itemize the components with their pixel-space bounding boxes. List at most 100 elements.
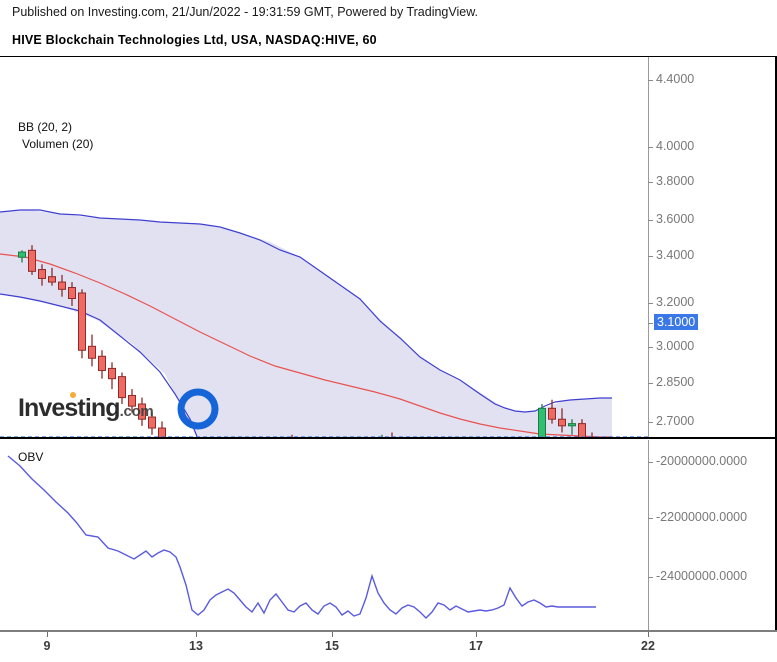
watermark-brand: Investing <box>18 394 121 422</box>
tick-mark <box>648 576 653 578</box>
price-tick-label: 3.4000 <box>656 248 695 262</box>
price-tick-label: 3.0000 <box>656 339 695 353</box>
x-tick-label: 15 <box>325 639 339 653</box>
x-tick-label: 9 <box>43 639 51 653</box>
x-axis[interactable]: 9 13 15 17 22 <box>0 632 777 662</box>
price-tick-label: 2.8500 <box>656 375 695 389</box>
candle <box>558 408 566 433</box>
tick-mark <box>648 255 653 257</box>
panel-divider <box>0 437 777 439</box>
price-chart-svg <box>0 209 648 438</box>
candle <box>568 419 576 435</box>
obv-tick-label: -20000000.0000 <box>656 454 748 468</box>
blue-circle-annotation <box>177 388 219 430</box>
candle <box>48 267 56 286</box>
candle <box>128 389 136 413</box>
tick-mark <box>47 632 48 637</box>
candle <box>118 372 126 405</box>
candle <box>38 264 46 286</box>
price-tick-3.1000: 3.1000 <box>648 314 777 330</box>
candle <box>88 334 96 367</box>
candle <box>108 362 116 390</box>
price-tick-label: 2.7000 <box>656 414 695 428</box>
tick-mark <box>648 421 653 423</box>
obv-tick-1: -22000000.0000 <box>648 510 777 524</box>
price-tick-label: 3.2000 <box>656 295 695 309</box>
tick-mark <box>648 181 653 183</box>
price-tick-2.8500: 2.8500 <box>648 375 777 389</box>
header-divider <box>0 56 777 57</box>
price-tick-3.0000: 3.0000 <box>648 339 777 353</box>
tick-mark <box>648 302 653 304</box>
tick-mark <box>196 632 197 637</box>
candle <box>148 412 156 435</box>
price-tick-3.2000: 3.2000 <box>648 295 777 309</box>
x-tick-label: 22 <box>641 639 655 653</box>
price-tick-label: 3.6000 <box>656 212 695 226</box>
obv-line <box>7 455 596 619</box>
tick-mark <box>648 517 653 519</box>
obv-chart-svg <box>7 455 596 619</box>
candle <box>98 350 106 379</box>
obv-panel[interactable]: OBV <box>0 440 648 630</box>
candle <box>578 419 586 438</box>
instrument-title: HIVE Blockchain Technologies Ltd, USA, N… <box>12 33 377 47</box>
obv-tick-label: -24000000.0000 <box>656 569 748 583</box>
legend-bollinger: BB (20, 2) <box>18 120 73 134</box>
tick-mark <box>648 219 653 221</box>
price-tick-3.6000: 3.6000 <box>648 212 777 226</box>
candle <box>68 282 76 306</box>
tick-mark <box>648 632 649 637</box>
legend-volume: Volumen (20) <box>22 137 94 151</box>
price-tick-4.0000: 4.0000 <box>648 139 777 153</box>
bb-upper-line <box>0 209 612 413</box>
tick-mark <box>648 346 653 348</box>
obv-tick-2: -24000000.0000 <box>648 569 777 583</box>
x-tick-label: 17 <box>469 639 483 653</box>
investing-watermark: Investing.com <box>18 392 154 423</box>
bb-lower-line <box>0 293 199 438</box>
tick-mark <box>332 632 333 637</box>
x-tick-label: 13 <box>189 639 203 653</box>
obv-axis-line <box>648 440 649 630</box>
right-axis[interactable]: 4.4000 4.0000 3.8000 3.6000 3.4000 3.2000 3.10… <box>648 57 777 630</box>
bb-band-fill <box>0 210 612 438</box>
price-tick-label: 4.4000 <box>656 72 695 86</box>
candle <box>548 399 556 424</box>
xaxis-divider <box>0 630 777 632</box>
bb-basis-line <box>0 253 612 438</box>
tick-mark <box>648 461 653 463</box>
candle <box>58 274 66 297</box>
candle <box>591 432 593 438</box>
right-frame-border <box>775 56 777 632</box>
candle <box>28 245 36 275</box>
price-tick-label: 3.8000 <box>656 174 695 188</box>
price-tick-3.8000: 3.8000 <box>648 174 777 188</box>
tick-mark <box>648 382 653 384</box>
price-panel[interactable]: BB (20, 2) Volumen (20) <box>0 57 648 438</box>
candlestick-series <box>18 245 603 438</box>
price-tick-2.7000: 2.7000 <box>648 414 777 428</box>
price-axis-line <box>648 57 649 437</box>
candle <box>158 421 166 438</box>
tick-mark <box>648 79 653 81</box>
price-tick-label: 4.0000 <box>656 139 695 153</box>
publish-info: Published on Investing.com, 21/Jun/2022 … <box>12 5 479 19</box>
candle <box>391 432 393 438</box>
tick-mark <box>476 632 477 637</box>
tick-mark <box>648 146 653 148</box>
obv-tick-0: -20000000.0000 <box>648 454 777 468</box>
tick-mark <box>648 322 653 324</box>
price-tick-label: 3.1000 <box>654 314 699 330</box>
watermark-dot <box>70 392 76 398</box>
watermark-suffix: .com <box>119 403 154 420</box>
candle <box>538 404 546 438</box>
candle <box>138 397 146 426</box>
price-tick-4.4000: 4.4000 <box>648 72 777 86</box>
price-tick-3.4000: 3.4000 <box>648 248 777 262</box>
candle <box>18 250 26 263</box>
obv-tick-label: -22000000.0000 <box>656 510 748 524</box>
candle <box>78 289 86 359</box>
legend-obv: OBV <box>18 450 44 464</box>
